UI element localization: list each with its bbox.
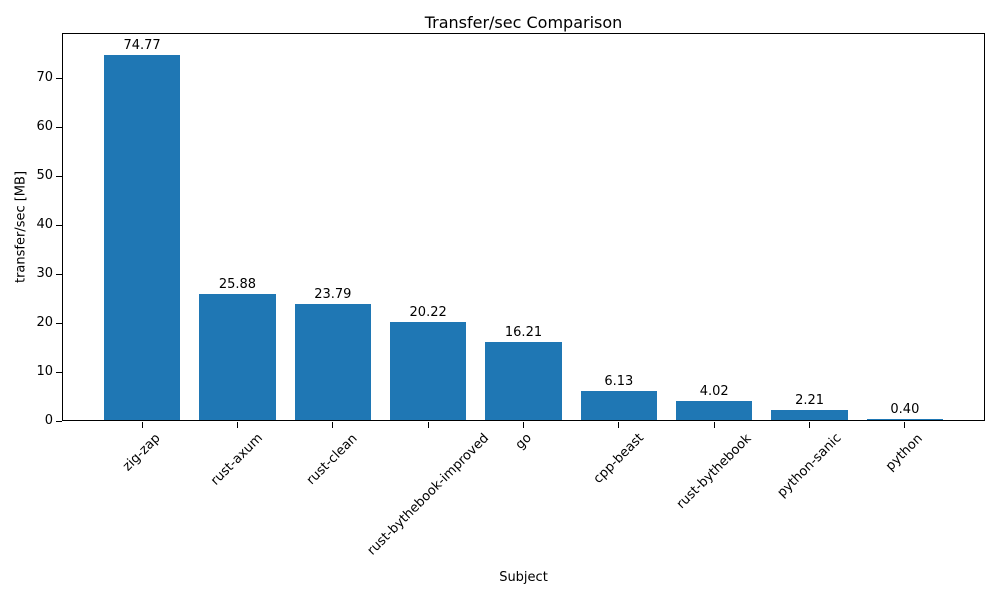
y-tick-label: 60: [36, 119, 53, 135]
x-tick-label: python: [883, 430, 927, 474]
x-tick-label: rust-axum: [208, 431, 266, 489]
x-tick-mark: [904, 422, 906, 428]
bar-rust-axum: [199, 294, 276, 421]
bar-value-label: 4.02: [699, 384, 729, 400]
y-tick-mark: [56, 322, 62, 324]
x-tick-mark: [141, 422, 143, 428]
x-tick-label: go: [512, 430, 535, 453]
bar-rust-bythebook-improved: [390, 321, 467, 421]
bar-value-label: 2.21: [795, 393, 825, 409]
y-tick-label: 70: [36, 70, 53, 86]
bar-python-sanic: [771, 410, 848, 421]
x-axis-label: Subject: [499, 570, 548, 585]
bar-cpp-beast: [580, 390, 657, 421]
bar-value-label: 16.21: [504, 324, 543, 340]
x-tick-mark: [713, 422, 715, 428]
x-tick-mark: [809, 422, 811, 428]
x-tick-mark: [236, 422, 238, 428]
y-tick-label: 20: [36, 315, 53, 331]
x-tick-label: zig-zap: [120, 430, 164, 475]
bar-rust-clean: [294, 304, 371, 421]
x-tick-label: cpp-beast: [590, 430, 647, 488]
y-tick-mark: [56, 420, 62, 422]
y-tick-label: 30: [36, 266, 53, 282]
x-tick-label: rust-clean: [304, 430, 361, 488]
bar-go: [485, 341, 562, 421]
bar-value-label: 74.77: [123, 37, 161, 53]
y-tick-mark: [56, 371, 62, 373]
y-tick-label: 40: [36, 217, 53, 233]
x-tick-label: rust-bythebook: [673, 430, 755, 512]
x-tick-label: rust-bythebook-improved: [364, 430, 492, 559]
bar-python: [866, 419, 944, 421]
x-tick-label: python-sanic: [774, 431, 845, 501]
bar-value-label: 6.13: [604, 373, 634, 389]
y-tick-mark: [56, 175, 62, 177]
bar-value-label: 20.22: [409, 304, 447, 320]
bar-value-label: 25.88: [218, 277, 257, 293]
y-tick-mark: [56, 224, 62, 226]
chart-title: Transfer/sec Comparison: [424, 13, 623, 32]
x-tick-mark: [427, 422, 429, 428]
y-tick-label: 10: [36, 364, 53, 379]
y-tick-mark: [56, 126, 62, 128]
bar-value-label: 23.79: [314, 287, 352, 303]
bar-zig-zap: [103, 54, 181, 421]
y-tick-mark: [56, 273, 62, 275]
x-tick-mark: [332, 422, 334, 428]
y-tick-mark: [56, 77, 62, 79]
x-tick-mark: [618, 422, 620, 428]
bar-value-label: 0.40: [890, 402, 920, 418]
x-tick-mark: [523, 422, 524, 428]
y-tick-label: 0: [44, 413, 53, 428]
bar-rust-bythebook: [676, 401, 753, 421]
y-tick-label: 50: [36, 168, 53, 184]
